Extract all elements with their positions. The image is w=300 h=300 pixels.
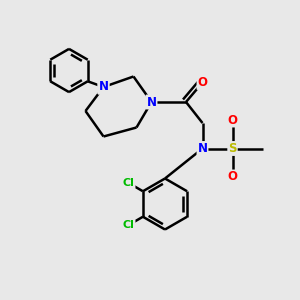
Text: O: O xyxy=(227,113,238,127)
Text: Cl: Cl xyxy=(123,178,135,188)
Text: O: O xyxy=(197,76,208,89)
Text: O: O xyxy=(227,170,238,184)
Text: N: N xyxy=(146,95,157,109)
Text: Cl: Cl xyxy=(123,220,135,230)
Text: S: S xyxy=(228,142,237,155)
Text: N: N xyxy=(98,80,109,94)
Text: N: N xyxy=(197,142,208,155)
Text: N: N xyxy=(98,80,109,94)
